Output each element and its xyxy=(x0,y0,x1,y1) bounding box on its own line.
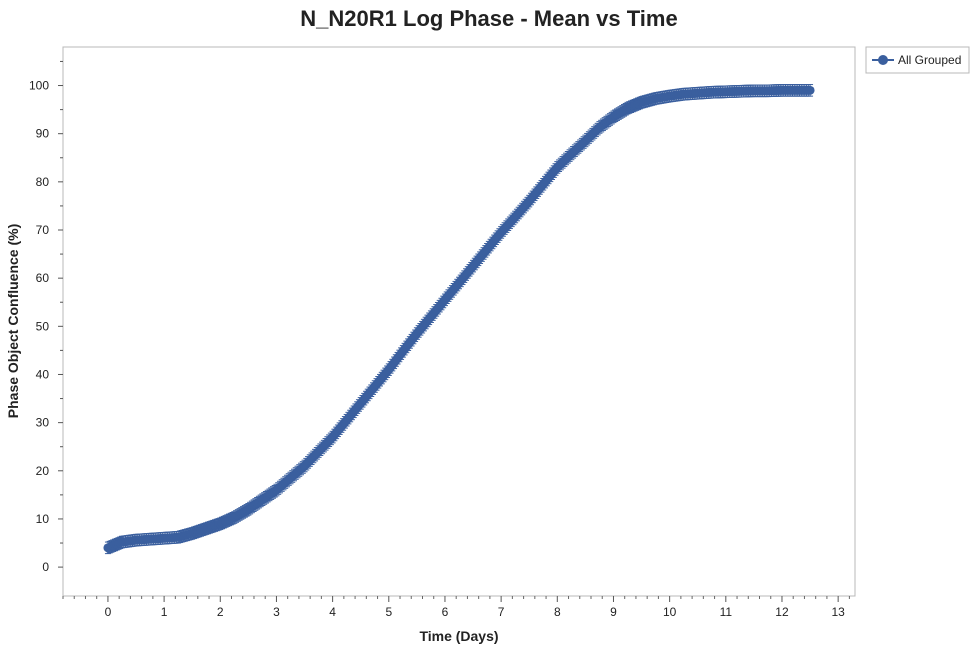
y-tick-label: 90 xyxy=(36,127,50,141)
x-tick-label: 8 xyxy=(554,605,561,619)
legend-marker-swatch xyxy=(878,55,888,65)
y-tick-label: 30 xyxy=(36,416,50,430)
x-tick-label: 12 xyxy=(775,605,789,619)
x-tick-label: 1 xyxy=(161,605,168,619)
x-tick-label: 0 xyxy=(105,605,112,619)
y-axis-label: Phase Object Confluence (%) xyxy=(5,224,21,418)
legend-label-all-grouped: All Grouped xyxy=(898,53,961,67)
x-tick-label: 4 xyxy=(329,605,336,619)
x-tick-label: 10 xyxy=(663,605,677,619)
plot-area xyxy=(62,46,856,597)
y-tick-label: 100 xyxy=(29,79,49,93)
data-point-marker xyxy=(805,85,815,95)
y-tick-label: 50 xyxy=(36,319,50,333)
chart-title: N_N20R1 Log Phase - Mean vs Time xyxy=(300,6,677,31)
y-tick-label: 10 xyxy=(36,512,50,526)
x-axis-label: Time (Days) xyxy=(419,628,498,644)
legend[interactable]: All Grouped xyxy=(865,46,970,74)
x-tick-label: 3 xyxy=(273,605,280,619)
x-tick-label: 7 xyxy=(498,605,505,619)
x-tick-label: 6 xyxy=(442,605,449,619)
x-tick-label: 13 xyxy=(831,605,845,619)
y-tick-label: 60 xyxy=(36,271,50,285)
y-tick-label: 0 xyxy=(42,560,49,574)
y-tick-label: 70 xyxy=(36,223,50,237)
y-tick-label: 40 xyxy=(36,367,50,381)
x-tick-label: 5 xyxy=(385,605,392,619)
x-tick-label: 2 xyxy=(217,605,224,619)
x-tick-label: 9 xyxy=(610,605,617,619)
y-tick-label: 80 xyxy=(36,175,50,189)
x-tick-label: 11 xyxy=(720,605,733,619)
series-all-grouped xyxy=(103,84,815,555)
x-axis: 0 1 2 3 4 5 6 7 8 9 10 11 12 13 xyxy=(62,596,850,619)
y-tick-label: 20 xyxy=(36,464,50,478)
y-axis: 0 10 20 30 40 50 60 70 80 90 100 xyxy=(29,60,63,574)
